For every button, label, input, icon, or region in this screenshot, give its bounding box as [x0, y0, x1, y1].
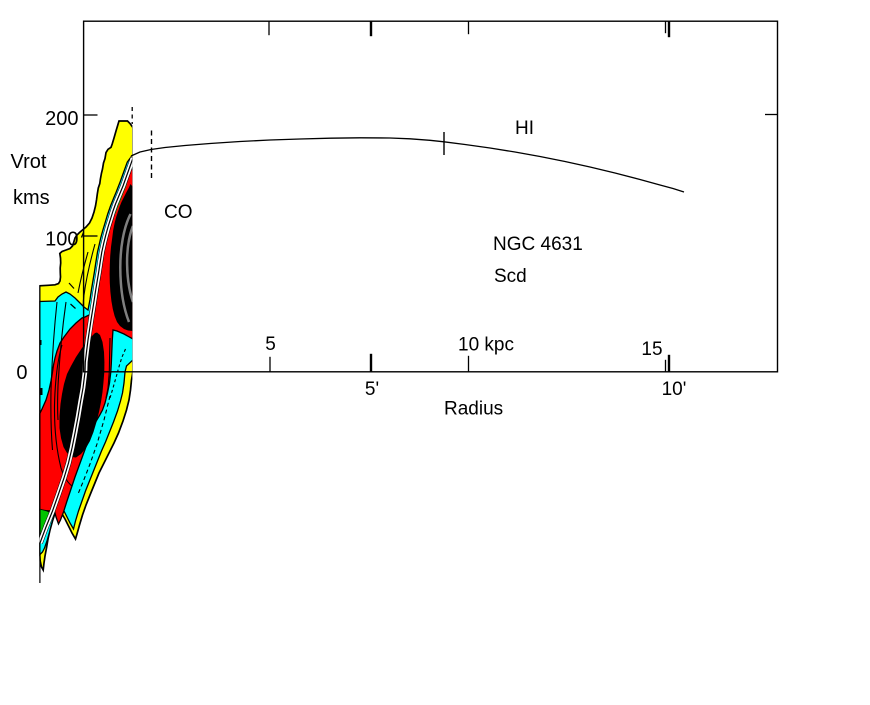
svg-text:Scd: Scd: [494, 266, 527, 287]
svg-text:5': 5': [365, 379, 379, 400]
svg-text:HI: HI: [515, 118, 534, 139]
svg-text:Radius: Radius: [444, 399, 503, 420]
svg-text:0: 0: [16, 362, 27, 384]
svg-text:200: 200: [45, 108, 78, 130]
svg-text:NGC 4631: NGC 4631: [493, 234, 583, 255]
svg-text:15: 15: [641, 339, 662, 360]
svg-text:10': 10': [662, 379, 687, 400]
svg-text:Vrot: Vrot: [11, 151, 47, 173]
svg-text:5: 5: [265, 334, 276, 355]
svg-text:kms: kms: [13, 187, 50, 209]
svg-text:100: 100: [45, 229, 78, 251]
svg-text:10 kpc: 10 kpc: [458, 335, 514, 356]
svg-text:CO: CO: [164, 202, 193, 223]
